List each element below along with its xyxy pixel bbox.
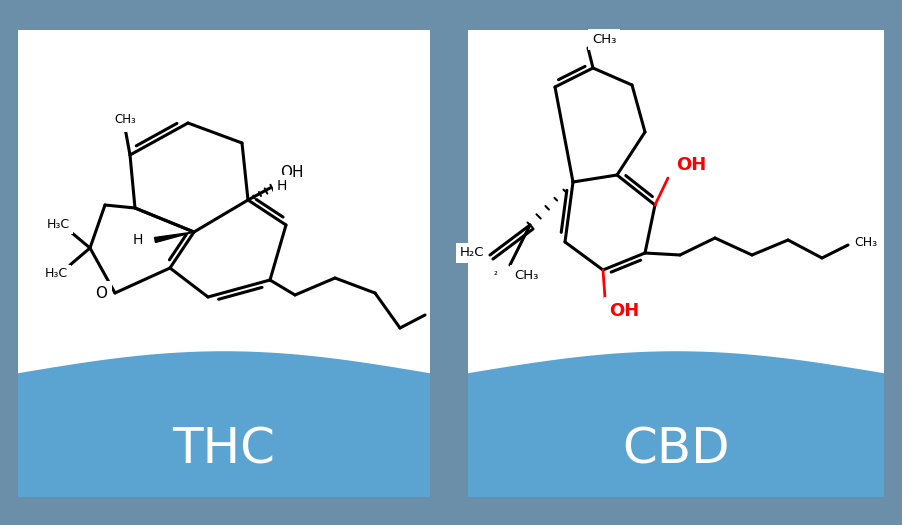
Text: H₃C: H₃C: [45, 267, 68, 280]
Text: ₂: ₂: [494, 267, 498, 277]
Text: H₃C: H₃C: [47, 218, 70, 231]
Text: OH: OH: [280, 165, 303, 180]
Polygon shape: [18, 351, 430, 497]
Text: H₂C: H₂C: [459, 247, 484, 259]
Polygon shape: [154, 232, 194, 243]
Text: O: O: [95, 286, 107, 300]
Text: H: H: [277, 179, 288, 193]
Text: CH₃: CH₃: [115, 113, 136, 126]
Text: CH₃: CH₃: [854, 236, 877, 249]
Bar: [18, 30, 430, 497]
Text: CH₃: CH₃: [514, 269, 538, 282]
Text: THC: THC: [172, 426, 275, 474]
Text: CBD: CBD: [622, 426, 730, 474]
Text: OH: OH: [676, 156, 706, 174]
Polygon shape: [468, 351, 884, 497]
Text: OH: OH: [609, 302, 640, 320]
Text: H: H: [133, 233, 143, 247]
Text: CH₃: CH₃: [592, 33, 616, 46]
Bar: [468, 30, 884, 497]
